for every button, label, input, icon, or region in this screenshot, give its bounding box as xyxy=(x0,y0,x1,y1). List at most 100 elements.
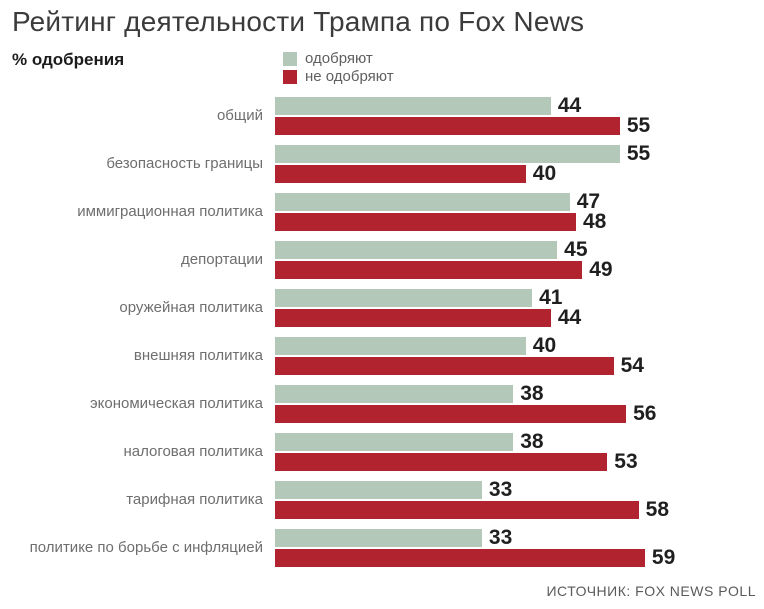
category-label: политике по борьбе с инфляцией xyxy=(29,539,263,556)
approve-bar-line: 33 xyxy=(275,478,669,501)
approve-bar-line: 38 xyxy=(275,430,638,453)
bar-disapprove xyxy=(275,453,608,471)
bar-disapprove xyxy=(275,501,639,519)
category-label: депортации xyxy=(181,251,263,268)
approve-bar-line: 41 xyxy=(275,286,581,309)
approve-bar-line: 38 xyxy=(275,382,656,405)
category-label: безопасность границы xyxy=(106,155,263,172)
bar-pair: 38 56 xyxy=(275,382,657,425)
bar-approve xyxy=(275,241,558,259)
category-label: налоговая политика xyxy=(123,443,263,460)
value-approve: 44 xyxy=(557,94,582,117)
bar-pair: 41 44 xyxy=(275,286,582,329)
bar-pair: 33 58 xyxy=(275,478,670,521)
chart-row: тарифная политика 33 58 xyxy=(0,478,764,521)
bar-approve xyxy=(275,97,551,115)
category-label: оружейная политика xyxy=(119,299,263,316)
value-disapprove: 53 xyxy=(614,450,638,473)
value-approve: 47 xyxy=(576,190,601,213)
value-approve: 33 xyxy=(488,526,513,549)
disapprove-bar-line: 49 xyxy=(275,258,613,281)
approve-bar-line: 45 xyxy=(275,238,613,261)
category-label: тарифная политика xyxy=(126,491,263,508)
chart-row: депортации 45 49 xyxy=(0,238,764,281)
bar-approve xyxy=(275,145,620,163)
disapprove-bar-line: 40 xyxy=(275,162,650,185)
disapprove-bar-line: 56 xyxy=(275,402,657,425)
value-approve: 38 xyxy=(520,430,544,453)
disapprove-swatch-icon xyxy=(283,70,297,84)
bar-approve xyxy=(275,337,526,355)
chart-row: иммиграционная политика 47 48 xyxy=(0,190,764,233)
bar-approve xyxy=(275,529,482,547)
value-disapprove: 44 xyxy=(557,306,582,329)
source-credit: ИСТОЧНИК: FOX NEWS POLL xyxy=(546,583,756,599)
disapprove-bar-line: 58 xyxy=(275,498,670,521)
category-label: внешняя политика xyxy=(133,347,263,364)
bar-approve xyxy=(275,481,482,499)
bar-disapprove xyxy=(275,309,551,327)
value-approve: 38 xyxy=(520,382,544,405)
legend-item-disapprove: не одобряют xyxy=(283,68,394,85)
disapprove-bar-line: 44 xyxy=(275,306,582,329)
bar-disapprove xyxy=(275,405,627,423)
disapprove-bar-line: 55 xyxy=(275,114,651,137)
bar-approve xyxy=(275,193,570,211)
bar-disapprove xyxy=(275,357,614,375)
legend-disapprove-label: не одобряют xyxy=(305,68,394,85)
value-disapprove: 59 xyxy=(651,546,676,569)
value-approve: 40 xyxy=(532,334,557,357)
chart-subtitle: % одобрения xyxy=(12,50,125,69)
approve-swatch-icon xyxy=(283,52,297,66)
bar-pair: 44 55 xyxy=(275,94,651,137)
chart-title: Рейтинг деятельности Трампа по Fox News xyxy=(12,6,585,37)
bar-pair: 40 54 xyxy=(275,334,644,377)
legend-approve-label: одобряют xyxy=(305,50,373,67)
value-disapprove: 56 xyxy=(633,402,657,425)
bar-pair: 33 59 xyxy=(275,526,676,569)
legend-item-approve: одобряют xyxy=(283,50,394,67)
bar-approve xyxy=(275,433,514,451)
approve-bar-line: 55 xyxy=(275,142,651,165)
value-approve: 45 xyxy=(564,238,588,261)
bar-pair: 47 48 xyxy=(275,190,607,233)
chart-row: внешняя политика 40 54 xyxy=(0,334,764,377)
category-label: общий xyxy=(216,107,263,124)
value-disapprove: 49 xyxy=(589,258,613,281)
disapprove-bar-line: 54 xyxy=(275,354,644,377)
category-label: экономическая политика xyxy=(90,395,263,412)
value-disapprove: 58 xyxy=(645,498,670,521)
value-approve: 41 xyxy=(539,286,563,309)
value-disapprove: 40 xyxy=(532,162,557,185)
bar-disapprove xyxy=(275,213,576,231)
value-approve: 55 xyxy=(626,142,651,165)
bar-pair: 45 49 xyxy=(275,238,613,281)
approve-bar-line: 44 xyxy=(275,94,650,117)
chart-row: политике по борьбе с инфляцией 33 59 xyxy=(0,526,764,569)
bar-disapprove xyxy=(275,261,583,279)
bar-disapprove xyxy=(275,549,645,567)
legend: одобряют не одобряют xyxy=(283,50,394,85)
chart-row: безопасность границы 55 40 xyxy=(0,142,764,185)
bar-approve xyxy=(275,289,533,307)
category-label: иммиграционная политика xyxy=(77,203,263,220)
disapprove-bar-line: 48 xyxy=(275,210,607,233)
chart-row: налоговая политика 38 53 xyxy=(0,430,764,473)
bar-approve xyxy=(275,385,514,403)
disapprove-bar-line: 53 xyxy=(275,450,638,473)
bar-disapprove xyxy=(275,117,620,135)
value-disapprove: 54 xyxy=(620,354,644,377)
approve-bar-line: 40 xyxy=(275,334,644,357)
approve-bar-line: 33 xyxy=(275,526,675,549)
disapprove-bar-line: 59 xyxy=(275,546,676,569)
chart-row: оружейная политика 41 44 xyxy=(0,286,764,329)
value-approve: 33 xyxy=(488,478,513,501)
bar-pair: 55 40 xyxy=(275,142,651,185)
chart-row: экономическая политика 38 56 xyxy=(0,382,764,425)
value-disapprove: 48 xyxy=(582,210,607,233)
approve-bar-line: 47 xyxy=(275,190,606,213)
value-disapprove: 55 xyxy=(626,114,651,137)
chart-row: общий 44 55 xyxy=(0,94,764,137)
bar-disapprove xyxy=(275,165,526,183)
